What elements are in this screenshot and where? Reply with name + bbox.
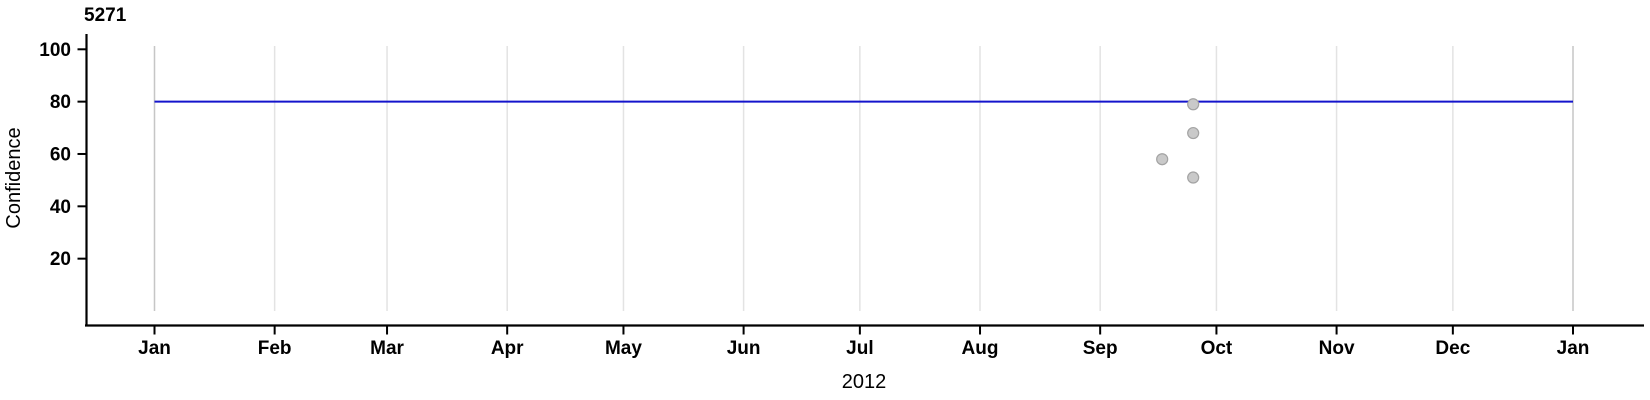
y-tick-label: 40 xyxy=(50,197,71,218)
data-point xyxy=(1187,98,1200,111)
data-point xyxy=(1187,171,1200,184)
x-tick-label: Mar xyxy=(370,338,404,359)
x-tick-label: Nov xyxy=(1319,338,1355,359)
y-axis-label: Confidence xyxy=(3,127,25,228)
chart-title: 5271 xyxy=(84,5,127,26)
x-tick-label: Dec xyxy=(1435,338,1470,359)
x-axis-ticks: Jan Feb Mar Apr May Jun Jul Aug Sep Oct Nov Dec Jan xyxy=(138,325,1590,359)
x-tick-label: Apr xyxy=(491,338,524,359)
axes xyxy=(85,34,1644,327)
y-tick-label: 80 xyxy=(50,92,71,113)
x-tick-label: Aug xyxy=(962,338,999,359)
x-tick-label: Jun xyxy=(727,338,761,359)
x-tick-label: Jan xyxy=(138,338,171,359)
x-axis-label: 2012 xyxy=(842,371,887,393)
x-tick-label: Jul xyxy=(846,338,873,359)
y-tick-label: 100 xyxy=(39,40,71,61)
gridlines xyxy=(153,46,1574,311)
data-point xyxy=(1187,126,1200,140)
x-tick-label: Feb xyxy=(258,338,292,359)
x-tick-label: May xyxy=(605,338,642,359)
data-point xyxy=(1156,153,1169,166)
y-tick-label: 20 xyxy=(50,249,71,270)
x-tick-label: Oct xyxy=(1201,338,1233,359)
data-points xyxy=(1156,98,1200,184)
x-tick-label: Jan xyxy=(1557,338,1590,359)
y-axis-ticks: 20 40 60 80 100 xyxy=(39,40,87,270)
x-tick-label: Sep xyxy=(1083,338,1118,359)
y-tick-label: 60 xyxy=(50,144,71,165)
